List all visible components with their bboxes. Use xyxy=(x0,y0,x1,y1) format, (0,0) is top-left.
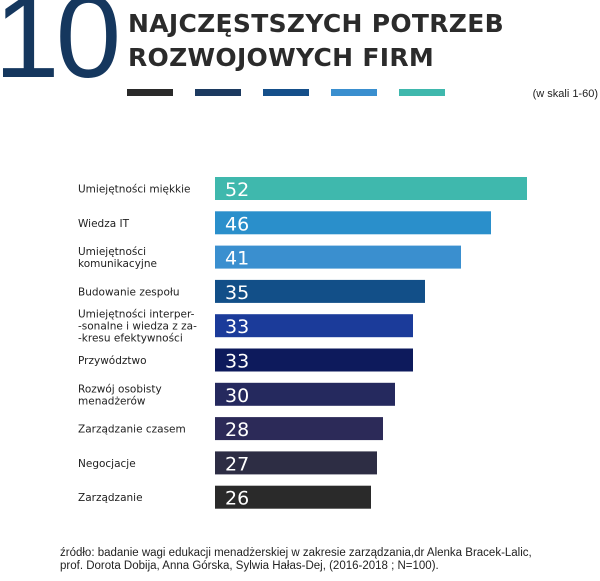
color-swatch xyxy=(331,89,377,96)
category-label-line: Zarządzanie xyxy=(78,492,143,504)
color-swatch xyxy=(195,89,241,96)
bar-value-label: 41 xyxy=(225,248,249,270)
bar-value-label: 33 xyxy=(225,316,249,338)
bar-value-label: 33 xyxy=(225,351,249,373)
category-label-line: Wiedza IT xyxy=(78,218,130,230)
color-swatch xyxy=(399,89,445,96)
source-note: źródło: badanie wagi edukacji menadżersk… xyxy=(60,547,590,573)
category-label: Rozwój osobisty menadżerów xyxy=(78,383,162,407)
category-label-line: Umiejętności interper- xyxy=(78,309,195,321)
category-label: Przywództwo xyxy=(78,355,147,367)
category-label: Umiejętności interper--sonalne i wiedza … xyxy=(78,309,197,345)
scale-note: (w skali 1-60) xyxy=(532,88,598,100)
page-title-line-1: NAJCZĘSTSZYCH POTRZEB xyxy=(128,9,504,38)
color-swatch xyxy=(263,89,309,96)
category-label-line: Przywództwo xyxy=(78,355,147,367)
category-label-line: Umiejętności miękkie xyxy=(78,184,191,196)
source-line-2: prof. Dorota Dobija, Anna Górska, Sylwia… xyxy=(60,560,439,572)
bar xyxy=(215,279,425,303)
category-label: Umiejętności komunikacyjne xyxy=(78,246,157,270)
category-label-line: Umiejętności xyxy=(78,246,146,258)
category-label: Zarządzanie czasem xyxy=(78,424,186,436)
category-label: Umiejętności miękkie xyxy=(78,184,191,196)
bar-value-label: 35 xyxy=(225,282,249,304)
bar-value-label: 46 xyxy=(225,213,249,235)
bar xyxy=(215,451,377,475)
category-label-line: Budowanie zespołu xyxy=(78,286,180,298)
bar-value-label: 30 xyxy=(225,385,249,407)
bar-chart: 52 Umiejętności miękkie 46 Wiedza IT 41 Umiej… xyxy=(78,177,527,510)
category-label-line: -sonalne i wiedza z za- xyxy=(78,321,197,333)
category-label: Budowanie zespołu xyxy=(78,286,180,298)
bar-value-label: 28 xyxy=(225,419,249,441)
category-label-line: Rozwój osobisty xyxy=(78,383,162,395)
bar xyxy=(215,382,395,406)
bar-value-label: 26 xyxy=(225,488,249,510)
bar xyxy=(215,348,413,372)
bar xyxy=(215,211,491,235)
page-title-line-2: ROZWOJOWYCH FIRM xyxy=(128,43,435,72)
category-label-line: Negocjacje xyxy=(78,458,136,470)
bar xyxy=(215,485,371,509)
category-label: Zarządzanie xyxy=(78,492,143,504)
bar-value-label: 27 xyxy=(225,453,249,475)
category-label: Negocjacje xyxy=(78,458,136,470)
category-label-line: menadżerów xyxy=(78,395,146,407)
source-line-1: źródło: badanie wagi edukacji menadżersk… xyxy=(60,547,532,559)
category-label: Wiedza IT xyxy=(78,218,130,230)
color-swatch xyxy=(127,89,173,96)
bar xyxy=(215,417,383,441)
category-label-line: -kresu efektywności xyxy=(78,333,183,345)
bar-value-label: 52 xyxy=(225,179,249,201)
bar xyxy=(215,245,461,269)
big-number-10: 10 xyxy=(0,0,121,103)
bar xyxy=(215,177,527,200)
bar xyxy=(215,314,413,338)
category-label-line: Zarządzanie czasem xyxy=(78,424,186,436)
category-label-line: komunikacyjne xyxy=(78,258,157,270)
